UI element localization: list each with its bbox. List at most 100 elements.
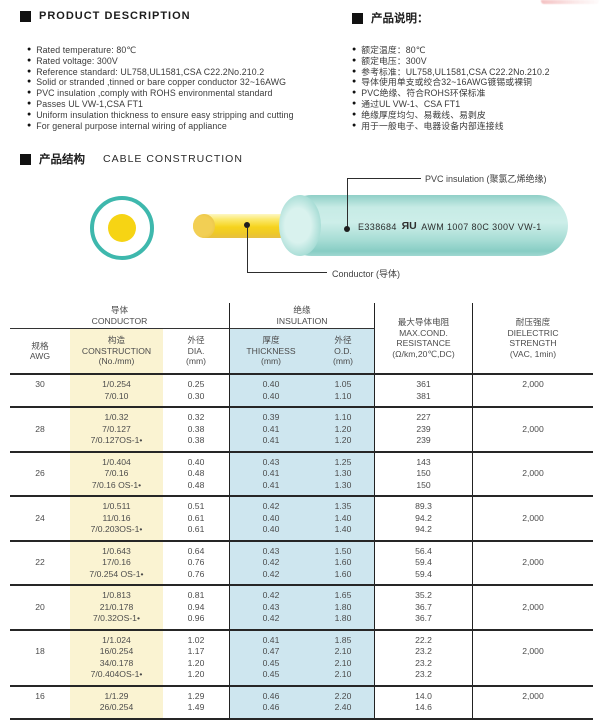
bullet-text: 绝缘厚度均匀、易裁线、易剥皮 — [361, 109, 486, 120]
cell-awg: 22 — [35, 557, 45, 567]
bullet-icon: ● — [352, 78, 357, 86]
cell-construction: 1/0.643 17/0.16 7/0.254 OS-1• — [70, 541, 163, 584]
table-row: 24 1/0.511 11/0.16 7/0.203OS-1• 0.51 0.61 0.61… — [10, 495, 593, 540]
bullet-icon: ● — [27, 46, 32, 53]
spec-table-body: 30 1/0.254 7/0.10 0.25 0.30 0.40 0.40 1.05 1.10 3… — [10, 375, 593, 720]
bullet-icon: ● — [352, 67, 357, 75]
conductor-core-circle — [108, 214, 136, 242]
cell-resistance: 89.3 94.2 94.2 — [375, 497, 473, 540]
cell-construction: 1/1.29 26/0.254 — [70, 686, 163, 718]
cell-resistance: 56.4 59.4 59.4 — [375, 541, 473, 584]
bullet-icon: ● — [27, 67, 32, 75]
conductor-group-cn: 导体 — [110, 305, 129, 315]
bullet-item: ● 参考标准：UL758,UL1581,CSA C22.2No.210.2 — [352, 67, 550, 78]
bullet-icon: ● — [352, 56, 357, 64]
cell-dielectric: 2,000 — [522, 690, 544, 701]
bullet-item: ● 导体使用单支或绞合32~16AWG镀锡或裸铜 — [352, 77, 550, 88]
bullet-item: ● Passes UL VW-1,CSA FT1 — [27, 99, 294, 110]
cell-resistance: 361 381 — [375, 375, 473, 406]
callout-line — [347, 178, 348, 229]
product-description-header: PRODUCT DESCRIPTION — [20, 10, 191, 22]
bullet-text: Reference standard: UL758,UL1581,CSA C22… — [36, 66, 265, 77]
bullet-text: 额定温度：80℃ — [361, 45, 426, 55]
bullet-text: 参考标准：UL758,UL1581,CSA C22.2No.210.2 — [361, 66, 550, 77]
cell-construction: 1/0.813 21/0.178 7/0.32OS-1• — [70, 586, 163, 629]
bullet-item: ● PVC绝缘、符合ROHS环保标准 — [352, 88, 550, 99]
cell-thickness: 0.41 0.47 0.45 0.45 — [230, 630, 312, 685]
col-header-thickness: 厚度 THICKNESS (mm) — [230, 329, 312, 373]
cell-construction: 1/0.511 11/0.16 7/0.203OS-1• — [70, 497, 163, 540]
cell-thickness: 0.42 0.43 0.42 — [230, 586, 312, 629]
conductor-group-en: CONDUCTOR — [91, 315, 148, 326]
bullet-item: ● Rated temperature: 80℃ — [27, 45, 294, 56]
insulation-group-header: 绝缘 INSULATION — [230, 303, 375, 329]
bullet-icon: ● — [27, 99, 32, 107]
table-row: 22 1/0.643 17/0.16 7/0.254 OS-1• 0.64 0.76 0.7… — [10, 539, 593, 584]
cell-od: 1.05 1.10 — [312, 375, 375, 406]
bullet-icon: ● — [27, 78, 32, 86]
cell-dia: 0.25 0.30 — [163, 375, 230, 406]
bullet-text: 用于一般电子、电器设备内部连接线 — [361, 120, 504, 131]
cell-construction: 1/1.024 16/0.254 34/0.178 7/0.404OS-1• — [70, 630, 163, 685]
col-header-dia: 外径 DIA. (mm) — [163, 329, 230, 373]
bullet-icon: ● — [27, 89, 32, 97]
bullet-text: PVC绝缘、符合ROHS环保标准 — [361, 88, 486, 99]
product-description-title: PRODUCT DESCRIPTION — [39, 10, 191, 22]
insulation-body — [281, 195, 568, 256]
table-row: 16 1/1.29 26/0.254 1.29 1.49 0.46 0.46 2.20 2.40… — [10, 684, 593, 720]
cell-dia: 0.51 0.61 0.61 — [163, 497, 230, 540]
cell-thickness: 0.43 0.42 0.42 — [230, 541, 312, 584]
conductor-rod-end — [193, 214, 215, 238]
cell-resistance: 35.2 36.7 36.7 — [375, 586, 473, 629]
bullet-text: 额定电压：300V — [361, 55, 427, 66]
cable-construction-title-cn: 产品结构 — [39, 154, 85, 166]
ul-file-number: E338684 — [358, 221, 397, 232]
spec-table-header: 导体 CONDUCTOR 绝缘 INSULATION 规格 AWG 构造 CONST… — [10, 303, 593, 375]
bullet-icon: ● — [27, 56, 32, 64]
product-notes-cn-header: 产品说明： — [352, 10, 429, 26]
cell-od: 1.25 1.30 1.30 — [312, 452, 375, 495]
bullet-text: PVC insulation ,comply with ROHS environ… — [36, 88, 273, 99]
cell-awg: 30 — [35, 379, 45, 389]
conductor-group-header: 导体 CONDUCTOR — [10, 303, 230, 329]
cell-thickness: 0.43 0.41 0.41 — [230, 452, 312, 495]
cell-awg: 28 — [35, 423, 45, 434]
cable-construction-header: 产品结构 CABLE CONSTRUCTION — [20, 151, 243, 167]
cell-thickness: 0.42 0.40 0.40 — [230, 497, 312, 540]
cell-awg: 18 — [35, 646, 45, 656]
cell-dia: 0.32 0.38 0.38 — [163, 408, 230, 451]
product-notes-cn-title: 产品说明： — [371, 13, 429, 25]
callout-line — [247, 227, 248, 272]
callout-dot — [244, 222, 250, 228]
cell-dia: 0.64 0.76 0.76 — [163, 541, 230, 584]
col-header-od: 外径 O.D. (mm) — [312, 329, 375, 373]
bullet-text: Uniform insulation thickness to ensure e… — [36, 109, 294, 120]
section-marker-square-icon — [20, 153, 31, 165]
cell-dia: 0.40 0.48 0.48 — [163, 452, 230, 495]
cell-dielectric: 2,000 — [522, 646, 544, 656]
insulation-group-cn: 绝缘 — [293, 305, 311, 315]
bullet-item: ● 绝缘厚度均匀、易裁线、易剥皮 — [352, 110, 550, 121]
cell-resistance: 227 239 239 — [375, 408, 473, 451]
cell-dielectric: 2,000 — [522, 557, 544, 567]
table-row: 20 1/0.813 21/0.178 7/0.32OS-1• 0.81 0.94 0.96… — [10, 584, 593, 629]
table-row: 28 1/0.32 7/0.127 7/0.127OS-1• 0.32 0.38 0.38 0… — [10, 406, 593, 451]
bullet-text: 导体使用单支或绞合32~16AWG镀锡或裸铜 — [361, 77, 532, 88]
cell-od: 1.65 1.80 1.80 — [312, 586, 375, 629]
section-marker-square-icon — [352, 12, 363, 24]
cell-dielectric: 2,000 — [522, 423, 544, 434]
conductor-callout-label: Conductor (导体) — [332, 269, 401, 279]
cell-resistance: 22.2 23.2 23.2 23.2 — [375, 630, 473, 685]
product-notes-cn-list: ● 额定温度：80℃ ● 额定电压：300V ● 参考标准：UL758,UL1581,CS… — [352, 45, 550, 131]
cell-dielectric: 2,000 — [522, 601, 544, 612]
cable-spec-text: AWM 1007 80C 300V VW-1 — [421, 221, 542, 232]
cell-od: 2.20 2.40 — [312, 686, 375, 718]
bullet-item: ● 用于一般电子、电器设备内部连接线 — [352, 121, 550, 132]
bullet-icon: ● — [27, 121, 32, 129]
col-header-awg: 规格 AWG — [29, 340, 51, 362]
cell-resistance: 143 150 150 — [375, 452, 473, 495]
cable-construction-title-en: CABLE CONSTRUCTION — [103, 153, 243, 165]
cell-thickness: 0.40 0.40 — [230, 375, 312, 406]
bullet-text: Passes UL VW-1,CSA FT1 — [36, 98, 144, 109]
spec-table: 导体 CONDUCTOR 绝缘 INSULATION 规格 AWG 构造 CONST… — [10, 303, 593, 720]
